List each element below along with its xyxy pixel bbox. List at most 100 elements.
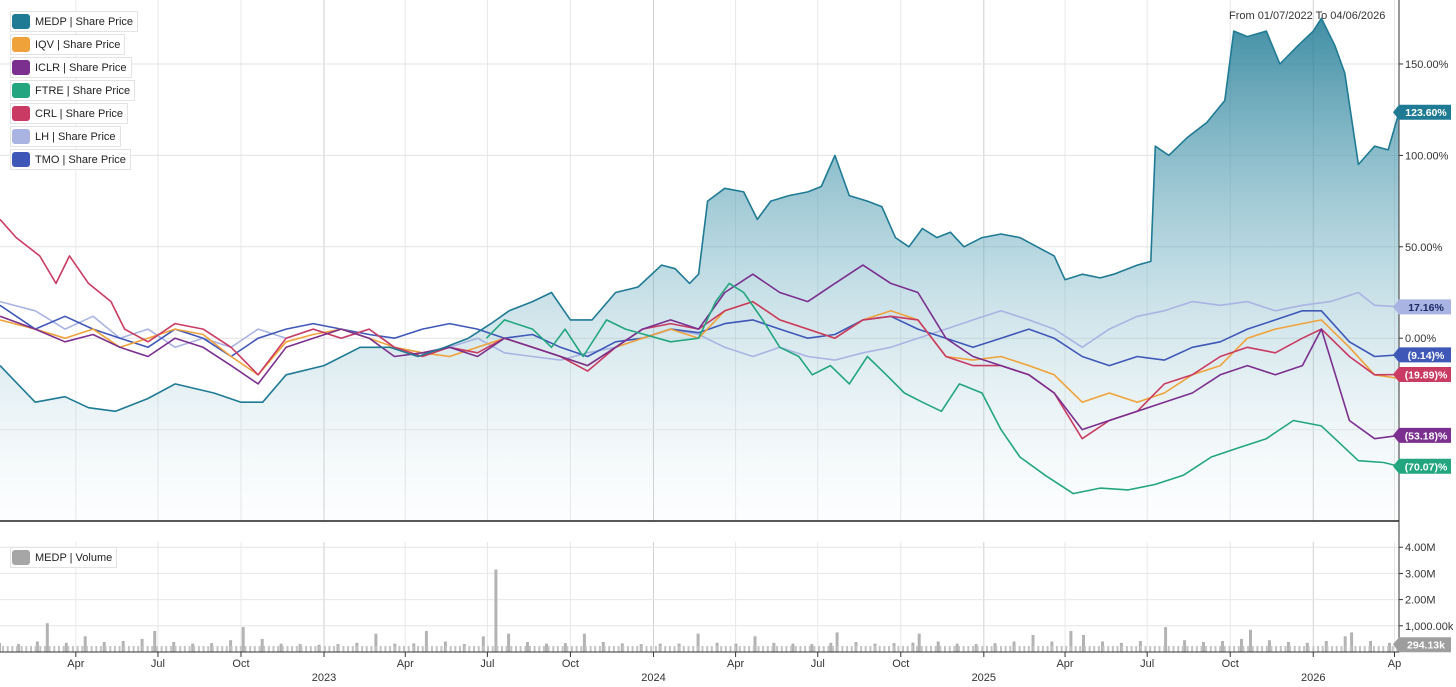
volume-bar-base — [584, 646, 587, 652]
x-tick-label: 2025 — [972, 672, 996, 684]
volume-bar-base — [1037, 646, 1040, 652]
legend-label: IQV | Share Price — [35, 38, 121, 51]
volume-bar-base — [169, 646, 172, 652]
volume-bar-base — [547, 646, 550, 652]
end-label-text: (70.07)% — [1405, 461, 1448, 473]
volume-bar-base — [524, 646, 527, 652]
volume-bar-base — [104, 646, 107, 652]
volume-bar-base — [678, 646, 681, 652]
legend-item-lh[interactable]: LH | Share Price — [10, 126, 121, 147]
volume-bar-base — [1354, 646, 1357, 652]
volume-bar — [1249, 629, 1252, 652]
volume-bar-base — [295, 646, 298, 652]
volume-bar — [1082, 635, 1085, 652]
volume-bar — [0, 642, 1, 652]
legend-label: LH | Share Price — [35, 130, 116, 143]
legend-item-medp-volume[interactable]: MEDP | Volume — [10, 547, 118, 568]
x-tick-label: Jul — [480, 658, 494, 670]
volume-bar-base — [855, 646, 858, 652]
volume-bar-base — [62, 646, 65, 652]
end-label-tmo: (9.14)% — [1393, 347, 1451, 363]
volume-bar-base — [743, 646, 746, 652]
volume-bar-base — [860, 646, 863, 652]
volume-bar-base — [393, 646, 396, 652]
volume-bar-base — [1391, 646, 1394, 652]
volume-bar-base — [790, 646, 793, 652]
volume-bar-base — [986, 646, 988, 652]
volume-bar — [153, 631, 157, 652]
volume-bar — [1069, 631, 1073, 652]
volume-bar — [1267, 640, 1271, 652]
volume-bar-base — [710, 646, 713, 652]
volume-bar-base — [1191, 646, 1194, 652]
volume-bar-base — [398, 646, 401, 652]
volume-bar-base — [230, 646, 233, 652]
legend-swatch — [12, 550, 30, 565]
volume-bar — [279, 643, 283, 652]
volume-bar-base — [1111, 646, 1114, 652]
x-tick-label: Oct — [892, 658, 909, 670]
end-label-ftre: (70.07)% — [1393, 458, 1451, 474]
x-tick-label: Jul — [151, 658, 165, 670]
volume-bar-base — [538, 646, 541, 652]
volume-bar — [563, 643, 567, 652]
volume-bar-base — [972, 646, 974, 652]
legend-item-medp[interactable]: MEDP | Share Price — [10, 11, 139, 32]
price-legend: MEDP | Share Price IQV | Share Price ICL… — [10, 11, 139, 172]
volume-bar-base — [869, 646, 872, 652]
x-tick-label: 2026 — [1301, 672, 1325, 684]
legend-label: TMO | Share Price — [35, 153, 126, 166]
volume-bar-base — [221, 646, 224, 652]
volume-bar-base — [1256, 646, 1259, 652]
volume-bar-base — [668, 646, 671, 652]
volume-bar-base — [1144, 646, 1147, 652]
x-tick-label: Ap — [1388, 658, 1401, 670]
legend-item-tmo[interactable]: TMO | Share Price — [10, 149, 131, 170]
legend-item-ftre[interactable]: FTRE | Share Price — [10, 80, 136, 101]
legend-item-iqv[interactable]: IQV | Share Price — [10, 34, 126, 55]
volume-bar-base — [1009, 646, 1012, 652]
volume-bar-base — [225, 646, 228, 652]
volume-bar-base — [48, 646, 51, 652]
volume-bar-base — [920, 646, 923, 652]
volume-bar-base — [211, 646, 214, 652]
volume-bar-base — [626, 646, 629, 652]
end-label-medp: 123.60% — [1393, 104, 1451, 120]
volume-bar-base — [34, 646, 37, 652]
volume-bar-base — [673, 646, 676, 652]
volume-bar-base — [1289, 646, 1292, 652]
legend-swatch — [12, 83, 30, 98]
volume-bar-base — [1107, 646, 1110, 652]
volume-bar-base — [1335, 646, 1338, 652]
volume-bar — [210, 643, 214, 652]
volume-bar-base — [127, 646, 130, 652]
volume-bar-base — [533, 646, 536, 652]
volume-bar-base — [216, 646, 219, 652]
volume-bar-base — [1275, 646, 1278, 652]
end-label-text: 294.13k — [1407, 639, 1445, 651]
volume-bar-base — [118, 646, 121, 652]
volume-bar-base — [286, 646, 289, 652]
series-line-iqv — [0, 300, 1400, 403]
volume-bar-base — [1018, 646, 1021, 652]
volume-bar-base — [953, 646, 956, 652]
volume-bar — [791, 643, 795, 652]
legend-item-crl[interactable]: CRL | Share Price — [10, 103, 129, 124]
volume-bar — [1183, 640, 1187, 652]
volume-bar-base — [1149, 646, 1152, 652]
volume-bar-base — [976, 646, 979, 652]
volume-bar — [374, 633, 378, 652]
volume-bar-base — [934, 646, 937, 652]
volume-bar — [1240, 638, 1243, 652]
volume-bar-base — [650, 646, 653, 652]
volume-bar-base — [389, 646, 392, 652]
volume-bar-base — [379, 646, 382, 652]
volume-bar-base — [1368, 646, 1371, 652]
volume-bar-base — [1377, 646, 1380, 652]
volume-bar — [298, 644, 302, 652]
volume-bar-base — [1163, 646, 1166, 652]
volume-bar-base — [808, 646, 811, 652]
legend-item-iclr[interactable]: ICLR | Share Price — [10, 57, 132, 78]
volume-bar-base — [1065, 646, 1068, 652]
volume-bar-base — [1069, 646, 1072, 652]
